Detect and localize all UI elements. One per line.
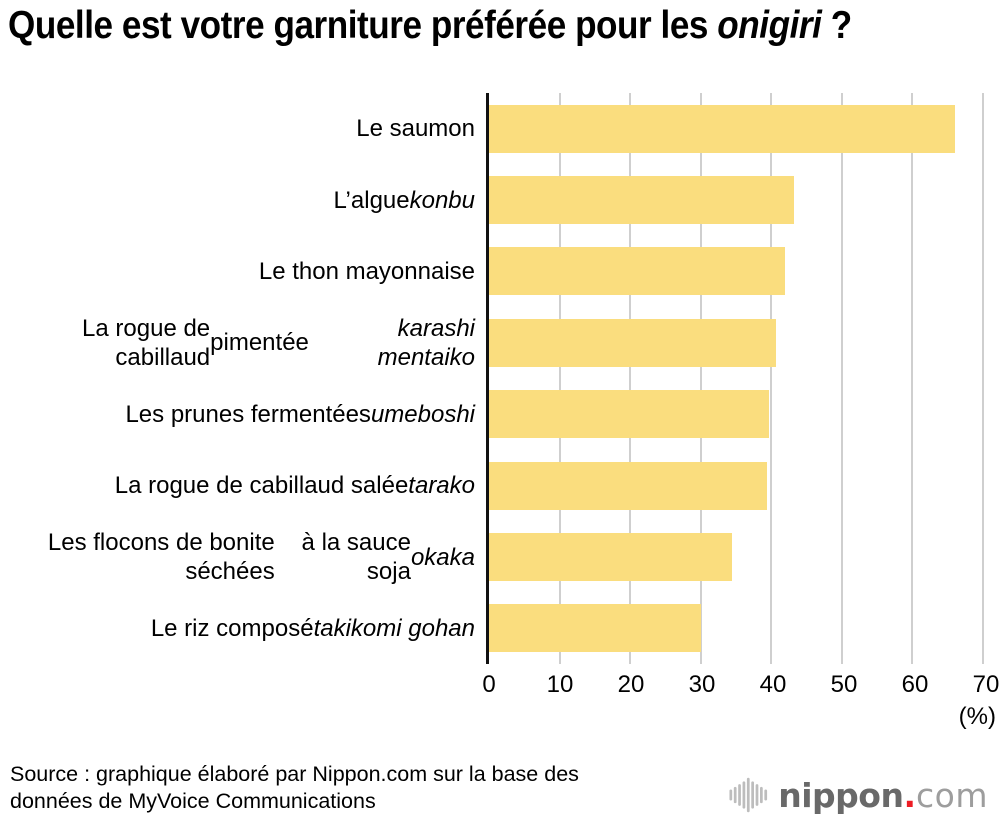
category-label: Le thon mayonnaise <box>258 257 475 285</box>
category-label: La rogue de cabillaud salée tarako <box>114 472 475 500</box>
nippon-logo: nippon. com <box>729 774 988 816</box>
x-tick-label: 30 <box>688 671 716 698</box>
x-tick-label: 0 <box>482 671 496 698</box>
logo-text-com: com <box>916 775 988 815</box>
category-labels: Le saumon L’algue konbu Le thon mayonnai… <box>0 93 486 664</box>
x-tick-label: 50 <box>830 671 858 698</box>
gridline <box>840 93 843 665</box>
gridline <box>629 93 632 665</box>
category-label: L’algue konbu <box>333 186 475 214</box>
bar-umeboshi <box>489 390 770 439</box>
gridline <box>558 93 561 665</box>
gridline <box>699 93 702 665</box>
x-tick-label: 70 <box>972 671 1000 698</box>
bar-track <box>489 236 983 307</box>
bar-thon-mayonnaise <box>489 247 785 296</box>
x-tick-label: 40 <box>759 671 787 698</box>
bar-chart: Le saumon L’algue konbu Le thon mayonnai… <box>0 93 984 665</box>
source-line-2: données de MyVoice Communications <box>10 789 376 813</box>
bar-track <box>489 164 983 235</box>
plot-area <box>486 93 984 665</box>
bar-track <box>489 521 983 592</box>
x-tick-label: 20 <box>617 671 645 698</box>
x-tick-label: 60 <box>901 671 929 698</box>
logo-text-nippon: nippon <box>778 775 904 815</box>
x-axis: 0 10 20 30 40 50 60 70 (%) <box>482 669 999 730</box>
bar-konbu <box>489 176 794 225</box>
bar-track <box>489 379 983 450</box>
bar-okaka <box>489 533 733 582</box>
bar-karashi-mentaiko <box>489 318 777 367</box>
bar-track <box>489 450 983 521</box>
category-label: Les prunes fermentées umeboshi <box>125 400 475 428</box>
bar-track <box>489 93 983 164</box>
soundwave-icon <box>729 777 768 813</box>
bar-track <box>489 593 983 664</box>
bar-saumon <box>489 104 955 153</box>
gridline <box>982 93 984 665</box>
gridline <box>770 93 773 665</box>
x-tick-label: 10 <box>546 671 574 698</box>
source-note: Source : graphique élaboré par Nippon.co… <box>10 761 579 815</box>
category-label: Les flocons de bonite séchées à la sauce … <box>47 529 475 586</box>
x-axis-unit-label: (%) <box>958 703 996 730</box>
source-line-1: Source : graphique élaboré par Nippon.co… <box>10 762 579 786</box>
category-label: Le saumon <box>356 115 475 143</box>
category-label: Le riz composé takikomi gohan <box>150 614 475 642</box>
bar-track <box>489 307 983 378</box>
category-label: La rogue de cabillaud pimentée karashi me… <box>82 314 475 371</box>
logo-dot: . <box>903 775 917 815</box>
chart-title: Quelle est votre garniture préférée pour… <box>8 4 852 47</box>
gridline <box>911 93 914 665</box>
bar-tarako <box>489 461 768 510</box>
bar-takikomi-gohan <box>489 604 702 653</box>
